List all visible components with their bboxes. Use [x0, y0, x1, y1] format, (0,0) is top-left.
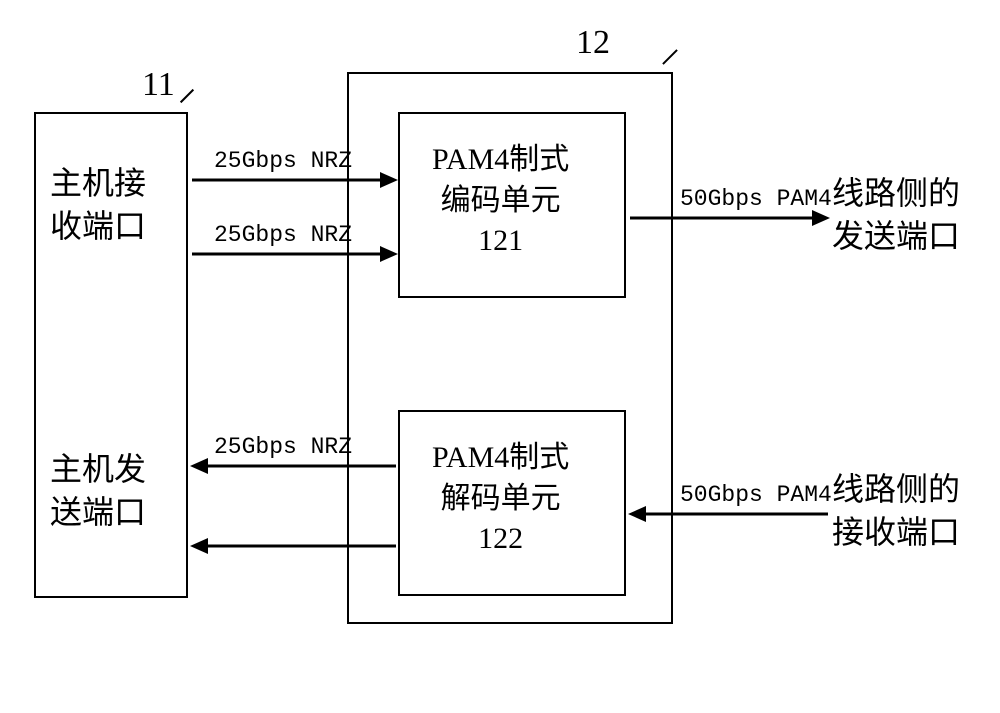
arrow-pam-out-label: 50Gbps PAM4: [680, 186, 832, 212]
arrow-nrz-bot1: [190, 458, 396, 474]
host-rx-label: 主机接 收端口: [50, 162, 146, 248]
tick-11: [180, 89, 194, 103]
line-tx-label: 线路侧的 发送端口: [832, 172, 960, 258]
encoder-label: PAM4制式 编码单元 121: [432, 140, 569, 262]
ref-11: 11: [142, 66, 175, 104]
arrow-nrz-top1: [192, 172, 398, 188]
arrow-nrz-top1-label: 25Gbps NRZ: [214, 148, 352, 174]
arrow-pam-out: [630, 210, 830, 226]
arrow-pam-in-label: 50Gbps PAM4: [680, 482, 832, 508]
arrow-nrz-top2: [192, 246, 398, 262]
decoder-label: PAM4制式 解码单元 122: [432, 438, 569, 560]
arrow-nrz-bot1-label: 25Gbps NRZ: [214, 434, 352, 460]
arrow-pam-in: [628, 506, 828, 522]
host-tx-label: 主机发 送端口: [50, 448, 146, 534]
arrow-nrz-top2-label: 25Gbps NRZ: [214, 222, 352, 248]
ref-12: 12: [576, 24, 610, 62]
tick-12: [662, 49, 678, 65]
line-rx-label: 线路侧的 接收端口: [832, 468, 960, 554]
arrow-nrz-bot2: [190, 538, 396, 554]
